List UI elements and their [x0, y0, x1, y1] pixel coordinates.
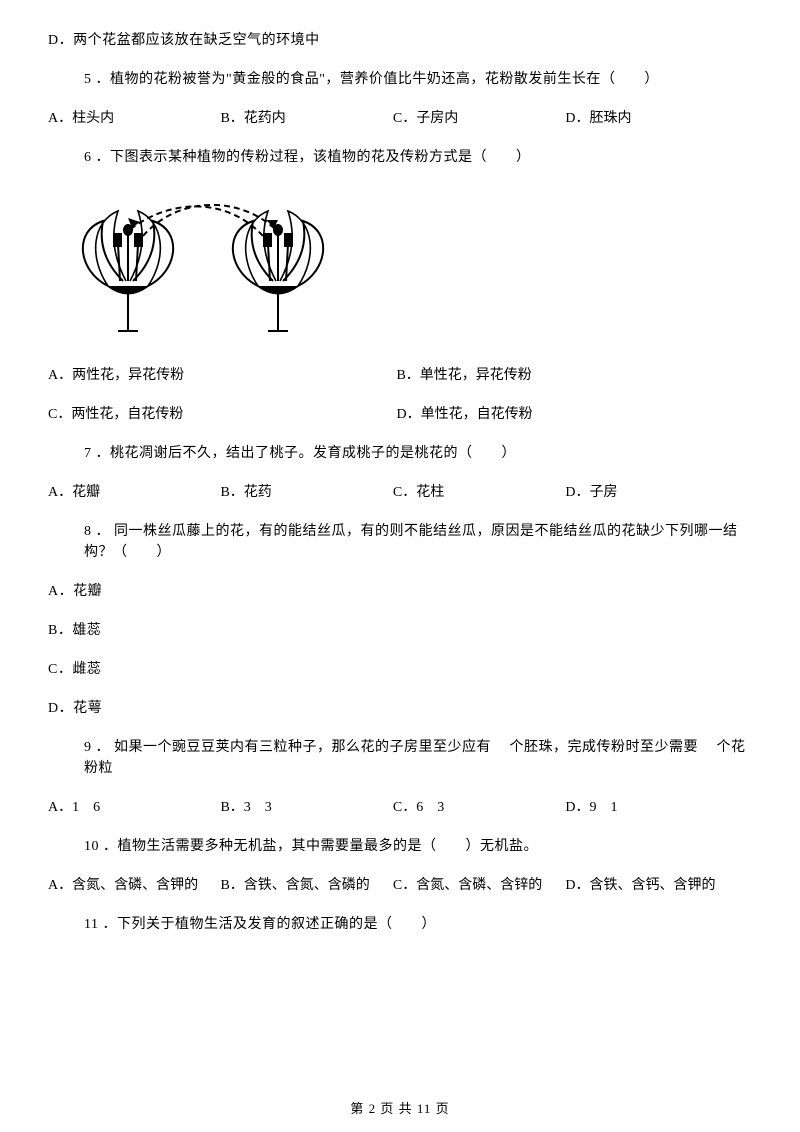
q10-stem: 10 ．植物生活需要多种无机盐，其中需要量最多的是（ ）无机盐。 [48, 836, 752, 857]
q7-opt-a: A．花瓣 [48, 482, 217, 503]
page-footer: 第 2 页 共 11 页 [0, 1099, 800, 1119]
q6-options-row1: A．两性花，异花传粉 B．单性花，异花传粉 [48, 365, 752, 386]
q8-opt-a: A．花瓣 [48, 581, 752, 602]
q10-opt-b: B．含铁、含氮、含磷的 [220, 875, 389, 896]
q6-opt-b: B．单性花，异花传粉 [396, 365, 741, 386]
q4-option-d: D．两个花盆都应该放在缺乏空气的环境中 [48, 30, 752, 51]
q10-options: A．含氮、含磷、含钾的 B．含铁、含氮、含磷的 C．含氮、含磷、含锌的 D．含铁… [48, 875, 752, 896]
q7-opt-d: D．子房 [565, 482, 734, 503]
q8-opt-c: C．雌蕊 [48, 659, 752, 680]
q5-opt-c: C．子房内 [393, 108, 562, 129]
q5-opt-b: B．花药内 [220, 108, 389, 129]
q8-stem: 8 ． 同一株丝瓜藤上的花，有的能结丝瓜，有的则不能结丝瓜，原因是不能结丝瓜的花… [48, 521, 752, 563]
q9-opt-b: B．3 3 [220, 797, 389, 818]
q5-options: A．柱头内 B．花药内 C．子房内 D．胚珠内 [48, 108, 752, 129]
q7-opt-b: B．花药 [220, 482, 389, 503]
q10-opt-c: C．含氮、含磷、含锌的 [393, 875, 562, 896]
q6-opt-c: C．两性花，自花传粉 [48, 404, 393, 425]
q10-opt-a: A．含氮、含磷、含钾的 [48, 875, 217, 896]
q6-opt-d: D．单性花，自花传粉 [396, 404, 741, 425]
q8-opt-d: D．花萼 [48, 698, 752, 719]
q6-options-row2: C．两性花，自花传粉 D．单性花，自花传粉 [48, 404, 752, 425]
q5-opt-d: D．胚珠内 [565, 108, 734, 129]
q9-opt-c: C．6 3 [393, 797, 562, 818]
q9-stem: 9 ． 如果一个豌豆豆荚内有三粒种子，那么花的子房里至少应有 个胚珠，完成传粉时… [48, 737, 752, 779]
q10-opt-d: D．含铁、含钙、含钾的 [565, 875, 734, 896]
q8-opt-b: B．雄蕊 [48, 620, 752, 641]
q5-stem: 5 ．植物的花粉被誉为"黄金般的食品"，营养价值比牛奶还高，花粉散发前生长在（ … [48, 69, 752, 90]
q9-opt-a: A．1 6 [48, 797, 217, 818]
q6-opt-a: A．两性花，异花传粉 [48, 365, 393, 386]
q7-opt-c: C．花柱 [393, 482, 562, 503]
q9-options: A．1 6 B．3 3 C．6 3 D．9 1 [48, 797, 752, 818]
q7-stem: 7 ．桃花凋谢后不久，结出了桃子。发育成桃子的是桃花的（ ） [48, 443, 752, 464]
q6-stem: 6 ．下图表示某种植物的传粉过程，该植物的花及传粉方式是（ ） [48, 147, 752, 168]
q6-figure [48, 186, 752, 343]
q11-stem: 11 ．下列关于植物生活及发育的叙述正确的是（ ） [48, 914, 752, 935]
q9-opt-d: D．9 1 [565, 797, 734, 818]
q7-options: A．花瓣 B．花药 C．花柱 D．子房 [48, 482, 752, 503]
q5-opt-a: A．柱头内 [48, 108, 217, 129]
